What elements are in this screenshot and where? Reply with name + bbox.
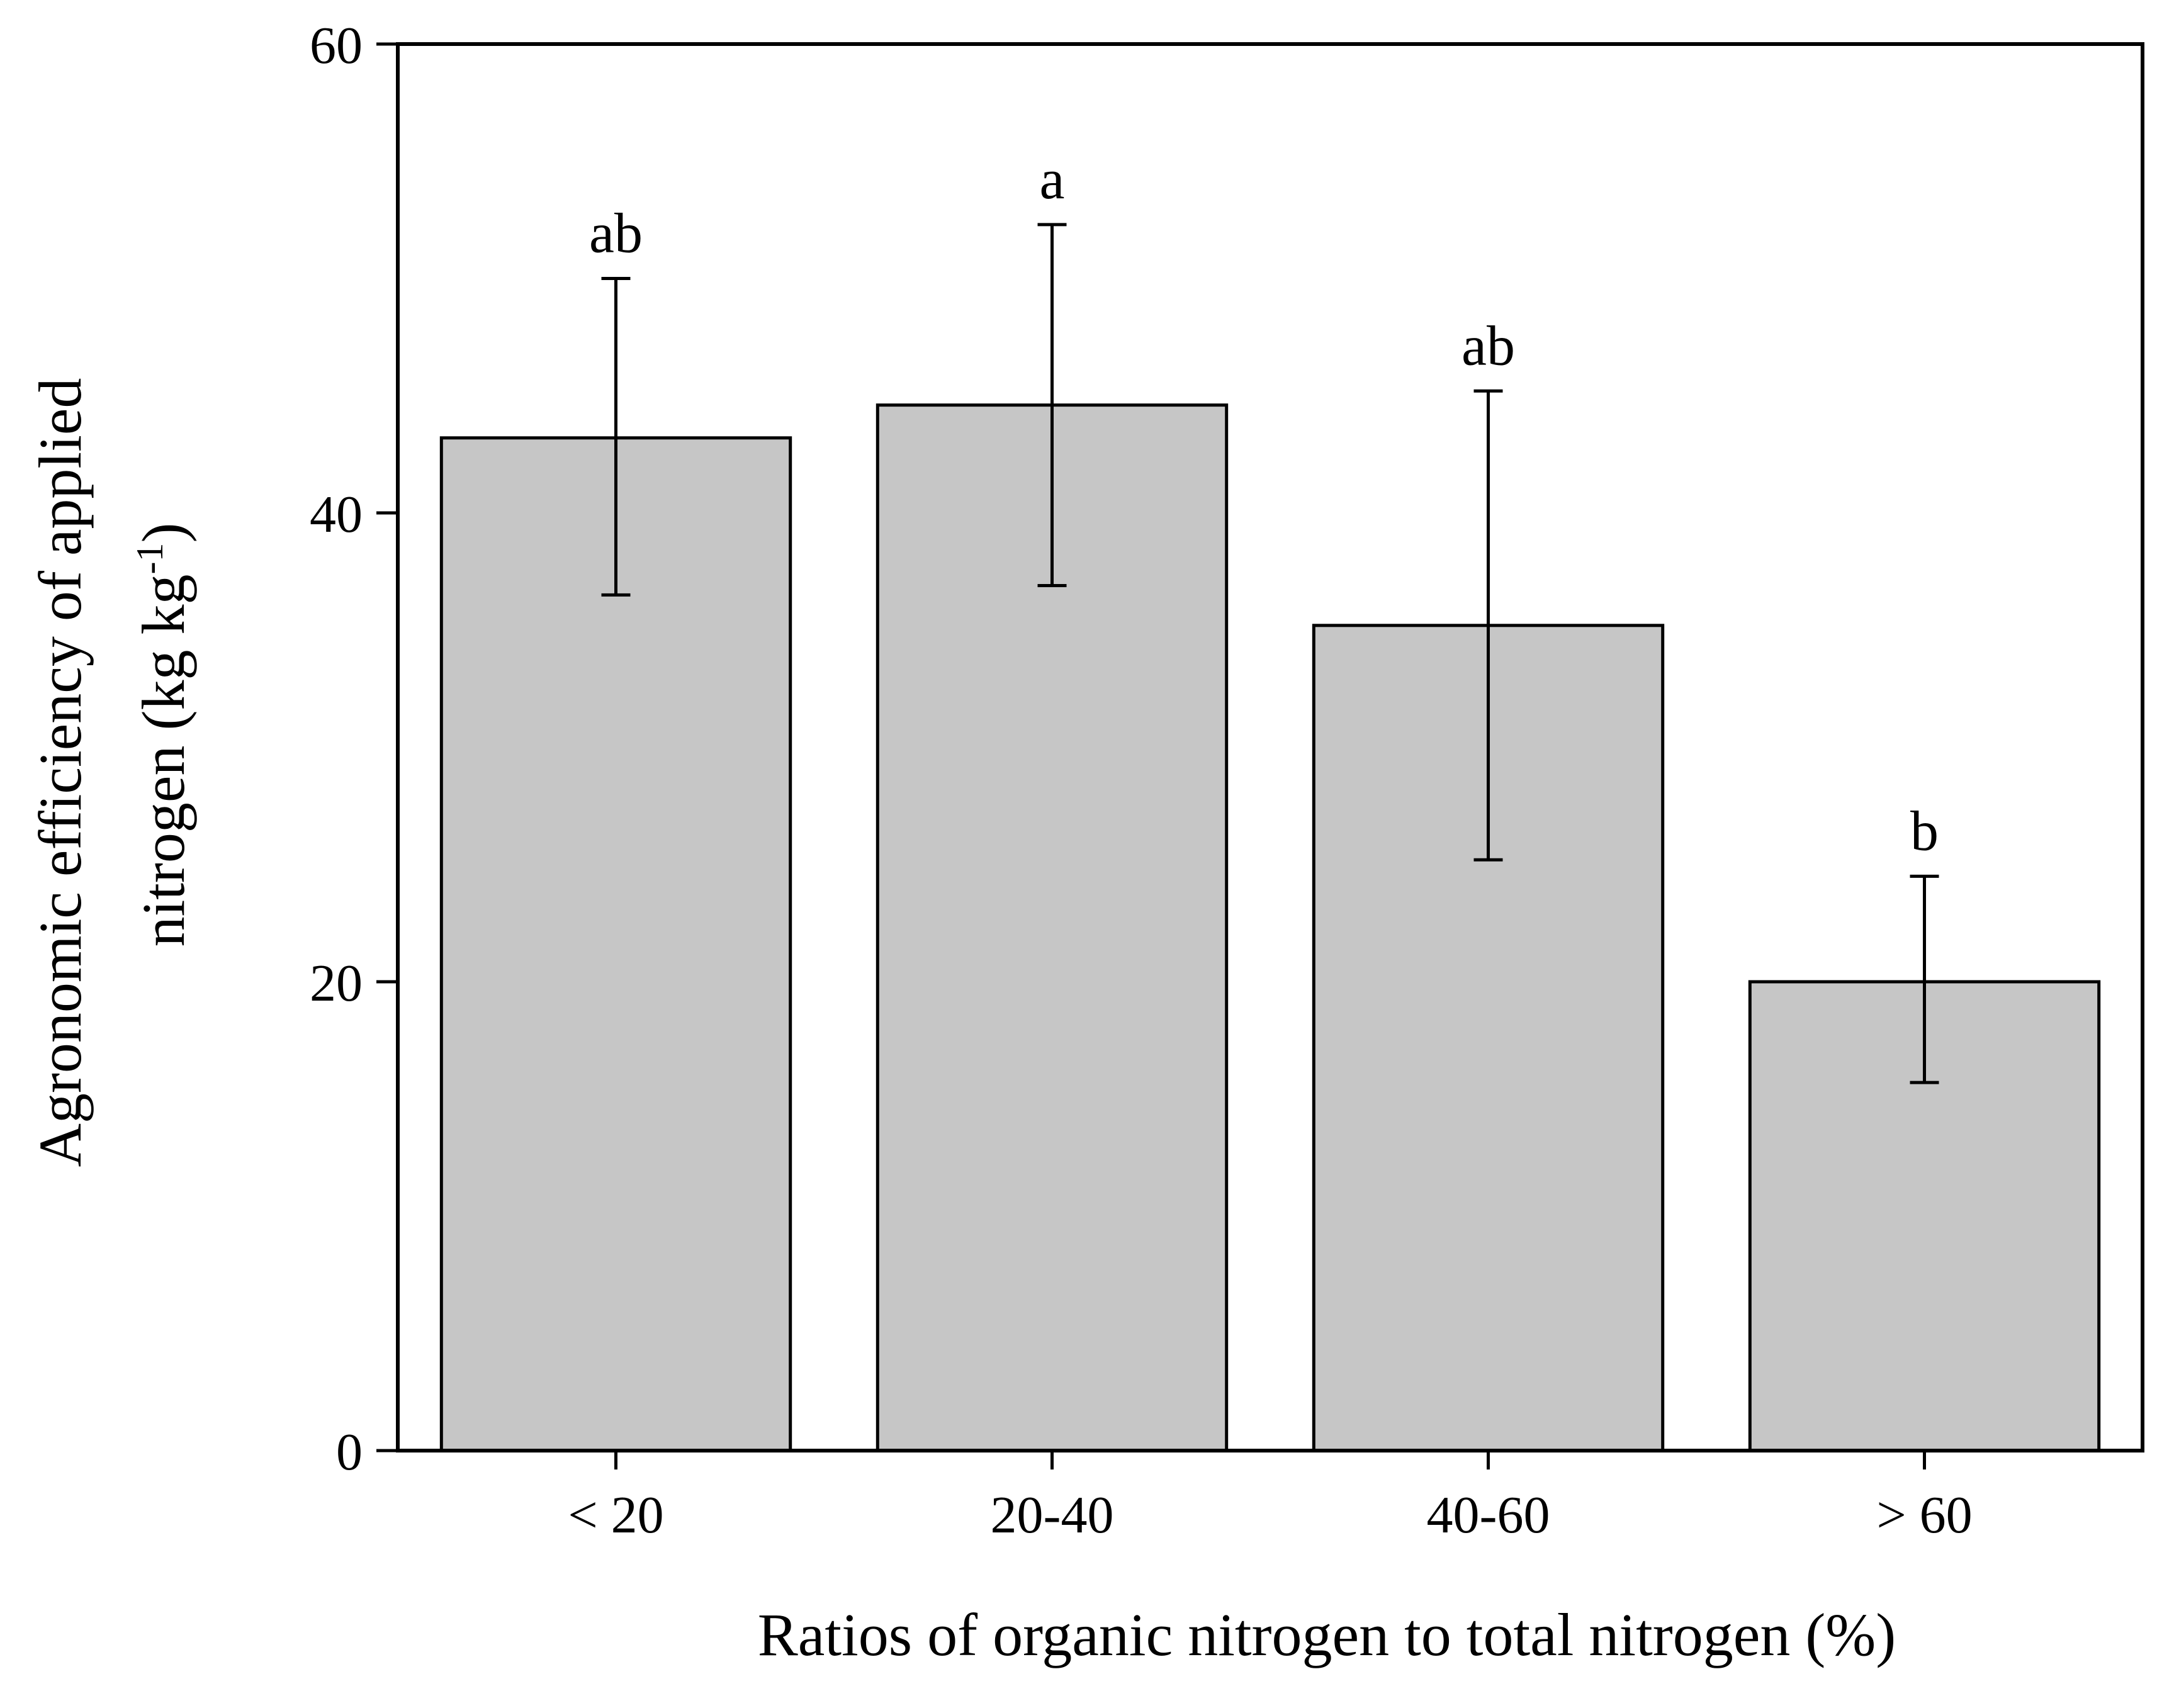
error-bar-0 — [601, 277, 631, 597]
x-tick-label-1: 20-40 — [991, 1486, 1114, 1544]
x-axis: < 20 20-40 40-60 > 60 — [568, 1451, 1973, 1544]
x-tick-label-0: < 20 — [568, 1486, 663, 1544]
error-bar-1 — [1037, 223, 1067, 587]
y-axis-title: Agronomic efficiency of applied nitrogen… — [26, 378, 197, 1167]
significance-label-1: a — [1040, 149, 1065, 211]
significance-labels-layer: ab a ab b — [589, 149, 1939, 863]
bar-0 — [439, 436, 792, 1452]
significance-label-2: ab — [1461, 315, 1515, 377]
y-axis: 0 20 40 60 — [310, 16, 398, 1481]
error-bar-3 — [1910, 874, 1939, 1084]
y-tick-label-0: 0 — [336, 1423, 363, 1481]
x-axis-title: Ratios of organic nitrogen to total nitr… — [758, 1601, 1896, 1668]
y-axis-title-line1: Agronomic efficiency of applied — [26, 378, 94, 1167]
significance-label-3: b — [1910, 800, 1939, 862]
y-axis-title-line2: nitrogen (kg kg-1) — [129, 523, 197, 947]
y-axis-title-line2-end: ) — [130, 523, 197, 543]
y-tick-label-1: 20 — [310, 954, 363, 1013]
x-tick-label-3: > 60 — [1876, 1486, 1972, 1544]
error-bars-layer — [601, 223, 1939, 1084]
significance-label-0: ab — [589, 203, 643, 265]
bars-layer — [439, 403, 2101, 1452]
y-axis-title-line2-main: nitrogen (kg kg — [130, 575, 197, 947]
y-axis-title-superscript: -1 — [129, 543, 171, 575]
y-tick-label-3: 60 — [310, 16, 363, 75]
plot-frame — [396, 42, 2144, 1452]
error-bar-2 — [1473, 389, 1503, 862]
x-tick-label-2: 40-60 — [1427, 1486, 1550, 1544]
y-tick-label-2: 40 — [310, 485, 363, 544]
